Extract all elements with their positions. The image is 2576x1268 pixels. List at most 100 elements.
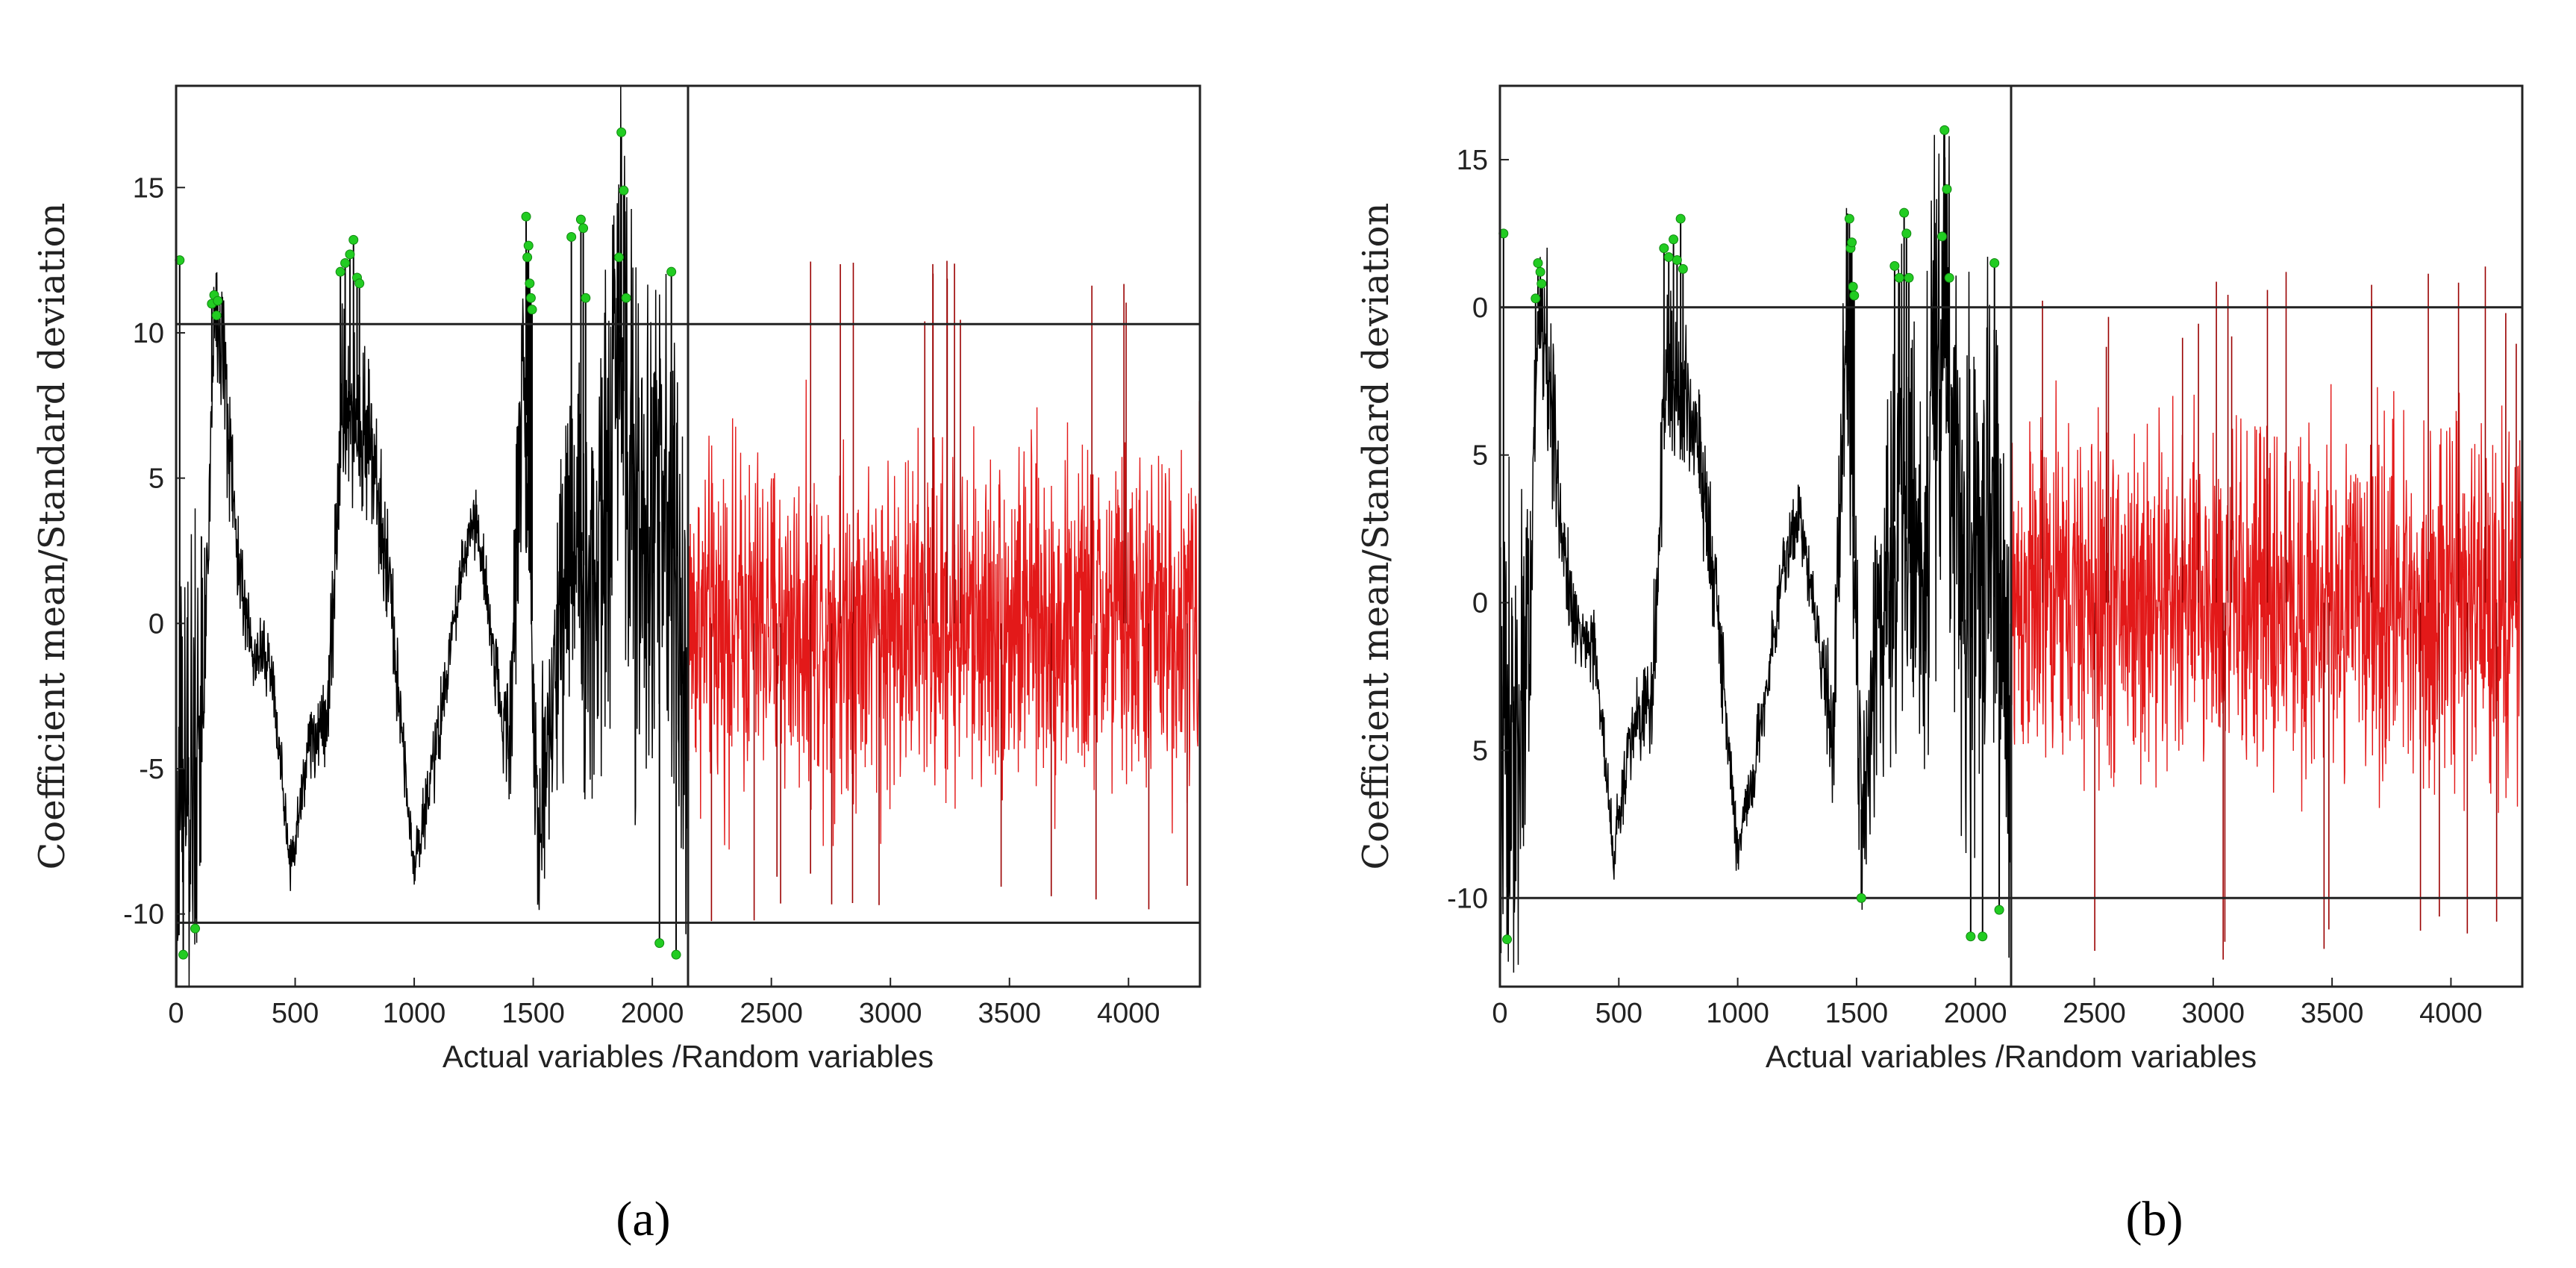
x-tick-label: 1000	[383, 998, 446, 1029]
selected-variable-point	[1937, 231, 1948, 242]
selected-variable-point	[527, 304, 537, 315]
selected-variable-point	[190, 923, 201, 934]
y-tick-label: 5	[149, 463, 164, 495]
selected-variable-point	[666, 266, 677, 277]
panel-caption-a: (a)	[616, 1192, 670, 1246]
y-axis-label: Coefficient mean/Standard deviation	[1355, 203, 1397, 870]
selected-variable-point	[1901, 228, 1912, 239]
selected-variable-point	[1849, 290, 1860, 301]
selected-variable-point	[1939, 125, 1950, 135]
axis-ticks: 0 500 1000 1500 2000 2500 3000 3500 4000 -10 5 0 5 0 1…	[1447, 145, 2483, 1029]
y-tick-label: 0	[1472, 293, 1488, 324]
x-tick-label: 2000	[1944, 998, 2007, 1029]
selected-variable-point	[525, 293, 536, 303]
selected-variable-point	[345, 249, 355, 260]
x-axis-label: Actual variables /Random variables	[1766, 1039, 2257, 1074]
selected-variable-point	[1659, 243, 1669, 254]
selected-variable-point	[619, 185, 629, 196]
plot-frame	[1498, 84, 2524, 988]
selected-variable-point	[1531, 293, 1541, 304]
x-tick-label: 4000	[2419, 998, 2483, 1029]
reference-lines	[176, 86, 1200, 987]
selected-variable-point	[1944, 272, 1954, 283]
selected-variable-point	[578, 223, 589, 234]
selected-variable-point	[1978, 931, 1988, 942]
selected-variable-point	[613, 252, 624, 263]
selected-variable-point	[211, 310, 222, 321]
x-tick-label: 3500	[2301, 998, 2364, 1029]
x-tick-label: 2500	[2063, 998, 2126, 1029]
x-axis-label: Actual variables /Random variables	[443, 1039, 934, 1074]
selected-variable-point	[348, 234, 359, 245]
selected-variable-point	[1989, 257, 2000, 268]
selected-variable-point	[616, 127, 627, 137]
x-tick-label: 1500	[501, 998, 565, 1029]
selected-variable-point	[1856, 893, 1866, 903]
actual-variables-line	[1499, 128, 2012, 973]
actual-variables-line	[175, 85, 689, 987]
y-tick-label: -5	[139, 754, 164, 785]
panel-caption-b: (b)	[2126, 1192, 2183, 1246]
selected-variable-point	[621, 293, 631, 303]
y-tick-label: 5	[1472, 735, 1488, 766]
y-tick-label: 15	[133, 172, 164, 204]
selected-variable-point	[178, 949, 189, 960]
plot-frame	[175, 84, 1201, 988]
selected-variable-point	[566, 231, 577, 242]
selected-variable-point	[654, 938, 665, 949]
y-tick-label: -10	[1447, 883, 1488, 914]
selected-variable-point	[1844, 213, 1854, 224]
selected-variable-point	[671, 949, 681, 960]
selected-variable-point	[1672, 254, 1682, 265]
selected-variable-point	[525, 278, 535, 289]
selected-variable-point	[1894, 272, 1904, 283]
x-tick-label: 0	[1492, 998, 1507, 1029]
selected-variable-point	[1535, 266, 1545, 277]
chart-panel-b: 0 500 1000 1500 2000 2500 3000 3500 4000 -10 5 0 5 0 1…	[1355, 84, 2524, 1246]
x-tick-label: 500	[272, 998, 319, 1029]
y-tick-label: 0	[149, 608, 164, 640]
y-tick-label: 5	[1472, 440, 1488, 472]
selected-variable-point	[575, 214, 586, 225]
x-tick-label: 3000	[859, 998, 922, 1029]
x-tick-label: 1000	[1706, 998, 1769, 1029]
selected-variables-markers	[1498, 125, 2004, 945]
selected-variable-point	[340, 258, 351, 269]
selected-variable-point	[1848, 281, 1858, 292]
random-variables-line	[687, 379, 1201, 850]
x-tick-label: 3500	[978, 998, 1041, 1029]
selected-variable-point	[523, 240, 534, 251]
selected-variable-point	[522, 252, 533, 263]
selected-variable-point	[1669, 234, 1679, 245]
y-tick-label: -10	[123, 899, 164, 931]
random-variables-series	[687, 260, 1201, 922]
selected-variable-point	[1663, 252, 1674, 263]
reference-lines	[1500, 86, 2522, 987]
selected-variable-point	[1942, 184, 1952, 195]
x-tick-label: 3000	[2182, 998, 2245, 1029]
y-axis-label: Coefficient mean/Standard deviation	[31, 203, 73, 870]
selected-variable-point	[1533, 257, 1543, 268]
x-tick-label: 0	[168, 998, 184, 1029]
selected-variable-point	[1994, 905, 2004, 915]
selected-variable-point	[335, 266, 346, 277]
selected-variable-point	[581, 293, 591, 303]
y-tick-label: 15	[1457, 145, 1488, 176]
selected-variable-point	[1502, 934, 1513, 945]
selected-variable-point	[1847, 237, 1857, 248]
selected-variable-point	[1675, 213, 1686, 224]
axis-ticks: 0 500 1000 1500 2000 2500 3000 3500 4000 -10 -5 0 5 1…	[123, 172, 1160, 1029]
selected-variable-point	[1678, 263, 1688, 274]
x-tick-label: 1500	[1825, 998, 1889, 1029]
y-tick-label: 0	[1472, 588, 1488, 619]
y-tick-label: 10	[133, 318, 164, 349]
selected-variable-point	[1904, 272, 1914, 283]
random-variables-series	[2010, 266, 2523, 960]
x-tick-label: 500	[1595, 998, 1642, 1029]
random-variables-line	[2010, 380, 2523, 813]
selected-variable-point	[1899, 207, 1910, 218]
x-tick-label: 2500	[740, 998, 803, 1029]
selected-variable-point	[1966, 931, 1976, 942]
